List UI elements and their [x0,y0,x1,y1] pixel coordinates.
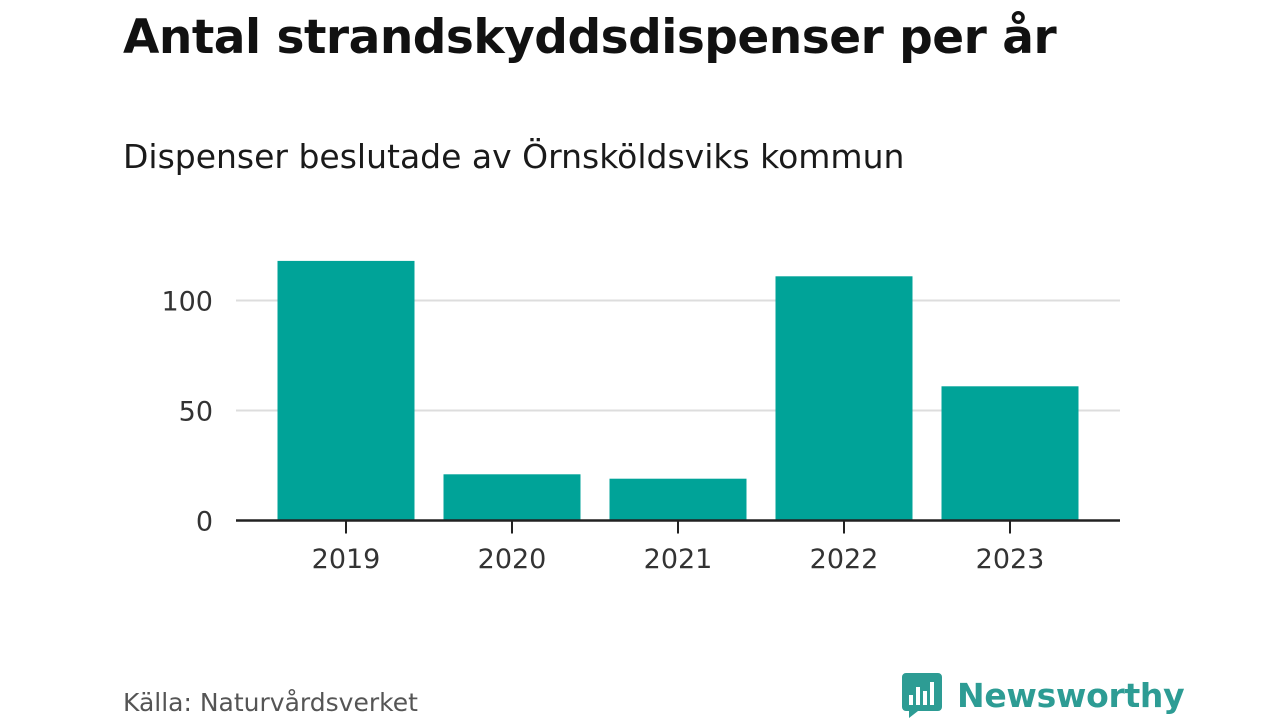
newsworthy-logo-icon [902,673,942,718]
x-tick-label: 2023 [976,544,1045,575]
brand-logo: Newsworthy [901,670,1185,720]
brand-name: Newsworthy [957,675,1185,715]
chart-title: Antal strandskyddsdispenser per år [123,10,1057,65]
bar-chart: 0 50 100 2019 2020 2021 2022 2023 [161,260,1120,575]
x-tick-label: 2020 [478,544,547,575]
source-note: Källa: Naturvårdsverket [123,688,418,717]
y-tick-label: 0 [196,507,213,538]
x-tick-label: 2022 [810,544,879,575]
bar-2021 [609,478,747,521]
chart-subtitle: Dispenser beslutade av Örnsköldsviks kom… [123,137,905,176]
bar-2022 [775,276,913,521]
axes: 0 50 100 2019 2020 2021 2022 2023 [161,287,1120,575]
bars [277,260,1079,521]
bar-2020 [443,474,581,521]
x-tick-label: 2019 [312,544,381,575]
y-tick-label: 100 [161,287,213,318]
x-tick-label: 2021 [644,544,713,575]
bar-2023 [941,386,1079,521]
y-tick-label: 50 [179,397,213,428]
bar-2019 [277,260,415,521]
